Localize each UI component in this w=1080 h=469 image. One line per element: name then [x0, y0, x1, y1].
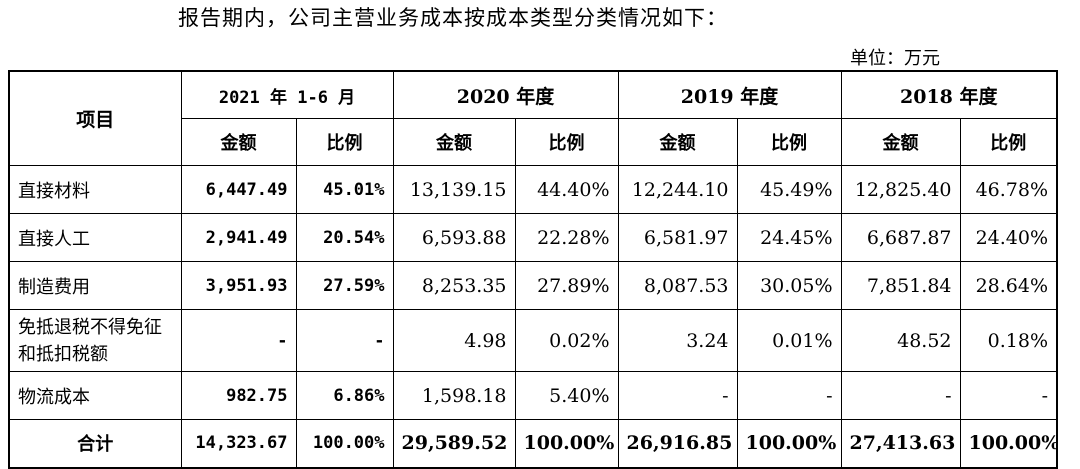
table-cell: 6.86% — [295, 371, 394, 420]
table-cell: 0.01% — [736, 309, 842, 372]
table-cell: 6,447.49 — [180, 165, 297, 214]
table-cell: 48.52 — [840, 309, 961, 372]
period-header: 2019 年度 — [617, 70, 842, 119]
unit-label: 单位：万元 — [850, 48, 940, 69]
table-cell: 4.98 — [392, 309, 516, 372]
table-cell: 0.18% — [959, 309, 1058, 372]
total-label: 合计 — [8, 419, 182, 468]
table-cell: 27.59% — [295, 261, 394, 310]
table-cell: 29,589.52 — [392, 419, 516, 468]
period-header: 2021 年 1-6 月 — [180, 70, 394, 119]
table-cell: 44.40% — [514, 165, 619, 214]
row-item: 直接人工 — [8, 213, 182, 262]
ratio-header: 比例 — [736, 118, 842, 166]
table-cell: 100.00% — [959, 419, 1058, 468]
table-cell: 45.01% — [295, 165, 394, 214]
table-cell: 27,413.63 — [840, 419, 961, 468]
table-row: 直接材料 6,447.49 45.01% 13,139.15 44.40% 12… — [8, 165, 1058, 214]
table-cell: 3,951.93 — [180, 261, 297, 310]
table-cell: - — [295, 309, 394, 372]
table-cell: 24.40% — [959, 213, 1058, 262]
table-cell: 27.89% — [514, 261, 619, 310]
table-cell: 12,825.40 — [840, 165, 961, 214]
row-item: 直接材料 — [8, 165, 182, 214]
table-cell: 46.78% — [959, 165, 1058, 214]
table-cell: - — [959, 371, 1058, 420]
table-cell: 0.02% — [514, 309, 619, 372]
table-cell: - — [840, 371, 961, 420]
table-cell: 12,244.10 — [617, 165, 738, 214]
table-cell: - — [617, 371, 738, 420]
table-cell: 26,916.85 — [617, 419, 738, 468]
table-cell: 45.49% — [736, 165, 842, 214]
header-row-sub: 金额 比例 金额 比例 金额 比例 金额 比例 — [9, 118, 1058, 166]
table-cell: 30.05% — [736, 261, 842, 310]
table-cell: - — [736, 371, 842, 420]
table-cell: 22.28% — [514, 213, 619, 262]
table-cell: 6,581.97 — [617, 213, 738, 262]
table-cell: 100.00% — [736, 419, 842, 468]
amount-header: 金额 — [617, 118, 738, 166]
item-header: 项目 — [8, 70, 182, 166]
table-cell: 982.75 — [180, 371, 297, 420]
table-row: 免抵退税不得免征和抵扣税额 - - 4.98 0.02% 3.24 0.01% … — [8, 309, 1058, 372]
table-cell: 14,323.67 — [180, 419, 297, 468]
table-cell: 28.64% — [959, 261, 1058, 310]
table-cell: 6,687.87 — [840, 213, 961, 262]
period-header: 2018 年度 — [840, 70, 1058, 119]
ratio-header: 比例 — [959, 118, 1058, 166]
table-cell: 5.40% — [514, 371, 619, 420]
ratio-header: 比例 — [295, 118, 394, 166]
table-row: 制造费用 3,951.93 27.59% 8,253.35 27.89% 8,0… — [8, 261, 1058, 310]
table-row: 物流成本 982.75 6.86% 1,598.18 5.40% - - - - — [8, 371, 1058, 420]
amount-header: 金额 — [392, 118, 516, 166]
amount-header: 金额 — [180, 118, 297, 166]
table-cell: 7,851.84 — [840, 261, 961, 310]
table-cell: 8,253.35 — [392, 261, 516, 310]
row-item: 物流成本 — [8, 371, 182, 420]
row-item: 免抵退税不得免征和抵扣税额 — [8, 309, 182, 372]
table-cell: 100.00% — [295, 419, 394, 468]
table-cell: - — [180, 309, 297, 372]
total-row: 合计 14,323.67 100.00% 29,589.52 100.00% 2… — [8, 419, 1058, 468]
row-item: 制造费用 — [8, 261, 182, 310]
ratio-header: 比例 — [514, 118, 619, 166]
table-row: 直接人工 2,941.49 20.54% 6,593.88 22.28% 6,5… — [8, 213, 1058, 262]
intro-text: 报告期内，公司主营业务成本按成本类型分类情况如下： — [178, 6, 728, 30]
table-cell: 6,593.88 — [392, 213, 516, 262]
cost-table: 项目 2021 年 1-6 月 2020 年度 2019 年度 2018 年度 … — [8, 70, 1059, 469]
table-cell: 13,139.15 — [392, 165, 516, 214]
table-cell: 2,941.49 — [180, 213, 297, 262]
period-header: 2020 年度 — [392, 70, 619, 119]
table-cell: 24.45% — [736, 213, 842, 262]
header-row-periods: 项目 2021 年 1-6 月 2020 年度 2019 年度 2018 年度 — [8, 70, 1058, 166]
table-cell: 1,598.18 — [392, 371, 516, 420]
table-cell: 100.00% — [514, 419, 619, 468]
table-cell: 20.54% — [295, 213, 394, 262]
table-cell: 3.24 — [617, 309, 738, 372]
amount-header: 金额 — [840, 118, 961, 166]
table-cell: 8,087.53 — [617, 261, 738, 310]
